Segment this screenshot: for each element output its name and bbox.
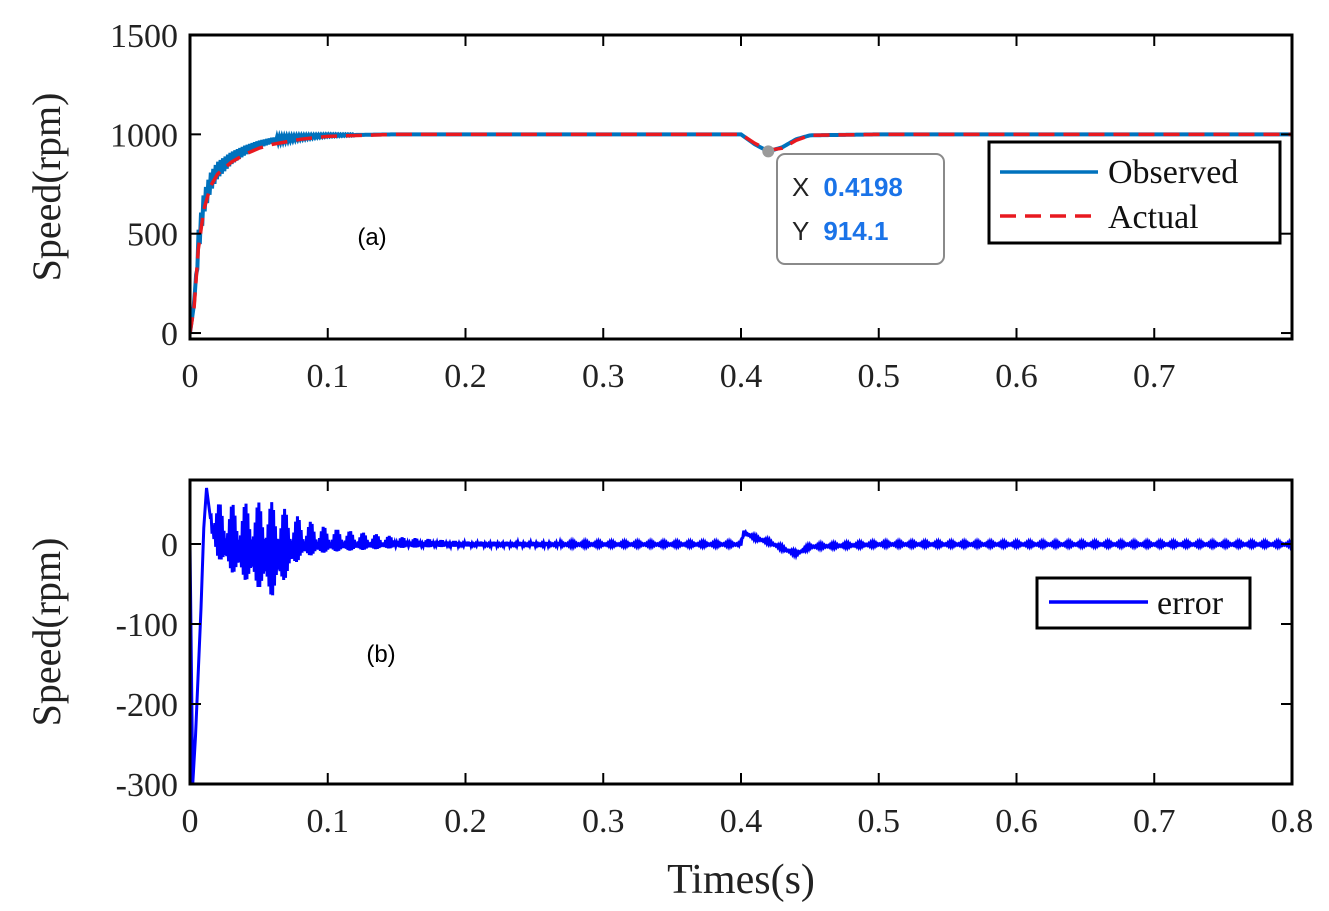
panel-a-x-ticks: 0 0.1 0.2 0.3 0.4 0.5 0.6 0.7 [182,35,1176,395]
x-tick-label: 0 [182,803,199,840]
x-tick-label: 0.7 [1133,803,1176,840]
panel-b-y-axis-label: Speed(rpm) [24,538,69,727]
x-tick-label: 0.5 [858,803,901,840]
y-tick-label: 1500 [110,18,178,55]
legend-error-label: error [1157,585,1224,622]
datatip-y-key: Y [792,216,809,246]
legend-observed-label: Observed [1108,154,1238,191]
x-tick-label: 0 [182,358,199,395]
x-tick-label: 0.4 [720,803,763,840]
datatip-y-value: 914.1 [823,216,888,246]
x-tick-label: 0.4 [720,358,763,395]
panel-b-plot-area [190,487,1292,784]
x-tick-label: 0.3 [582,358,625,395]
panel-b-legend: error [1035,576,1252,630]
panel-b-axes-frame [188,478,1294,786]
datatip-x-row: X 0.4198 [792,172,903,202]
panel-a-tag: (a) [357,224,386,251]
y-tick-label: 1000 [110,117,178,154]
y-tick-label: -100 [116,607,178,644]
x-tick-label: 0.2 [444,803,487,840]
y-tick-label: -300 [116,767,178,804]
series-actual-line [190,132,1292,334]
x-tick-label: 0.5 [858,358,901,395]
x-tick-label: 0.6 [995,358,1038,395]
panel-b-y-ticks: -300 -200 -100 0 [116,527,1292,804]
panel-b-error-plot: 0 0.1 0.2 0.3 0.4 0.5 0.6 0.7 0.8 -300 -200 -1000 … [24,478,1314,903]
legend-actual-label: Actual [1108,199,1199,236]
panel-a-legend: Observed Actual [987,140,1282,245]
datatip-marker[interactable] [762,145,775,158]
y-tick-label: 0 [161,527,178,564]
datatip[interactable]: X 0.4198 Y 914.1 [762,145,945,265]
x-tick-label: 0.6 [995,803,1038,840]
x-tick-label: 0.3 [582,803,625,840]
panel-b-x-ticks: 0 0.1 0.2 0.3 0.4 0.5 0.6 0.7 0.8 [182,480,1314,840]
series-error-line [190,487,1292,784]
panel-a-legend-box [987,140,1282,245]
panel-a-speed-plot: 0 0.1 0.2 0.3 0.4 0.5 0.6 0.7 0 500 1000 1500 Spee… [24,18,1294,395]
x-tick-label: 0.1 [307,803,350,840]
datatip-y-row: Y 914.1 [792,216,888,246]
x-axis-label: Times(s) [667,857,815,903]
y-tick-label: -200 [116,687,178,724]
x-tick-label: 0.8 [1271,803,1314,840]
x-tick-label: 0.7 [1133,358,1176,395]
panel-a-y-ticks: 0 500 1000 1500 [110,18,1292,353]
datatip-box [776,153,945,265]
datatip-x-key: X [792,172,809,202]
datatip-x-value: 0.4198 [823,172,903,202]
y-tick-label: 0 [161,316,178,353]
panel-a-plot-area [190,129,1292,334]
panel-b-tag: (b) [366,641,395,668]
x-tick-label: 0.1 [307,358,350,395]
x-tick-label: 0.2 [444,358,487,395]
panel-a-y-axis-label: Speed(rpm) [24,93,69,282]
y-tick-label: 500 [127,217,178,254]
